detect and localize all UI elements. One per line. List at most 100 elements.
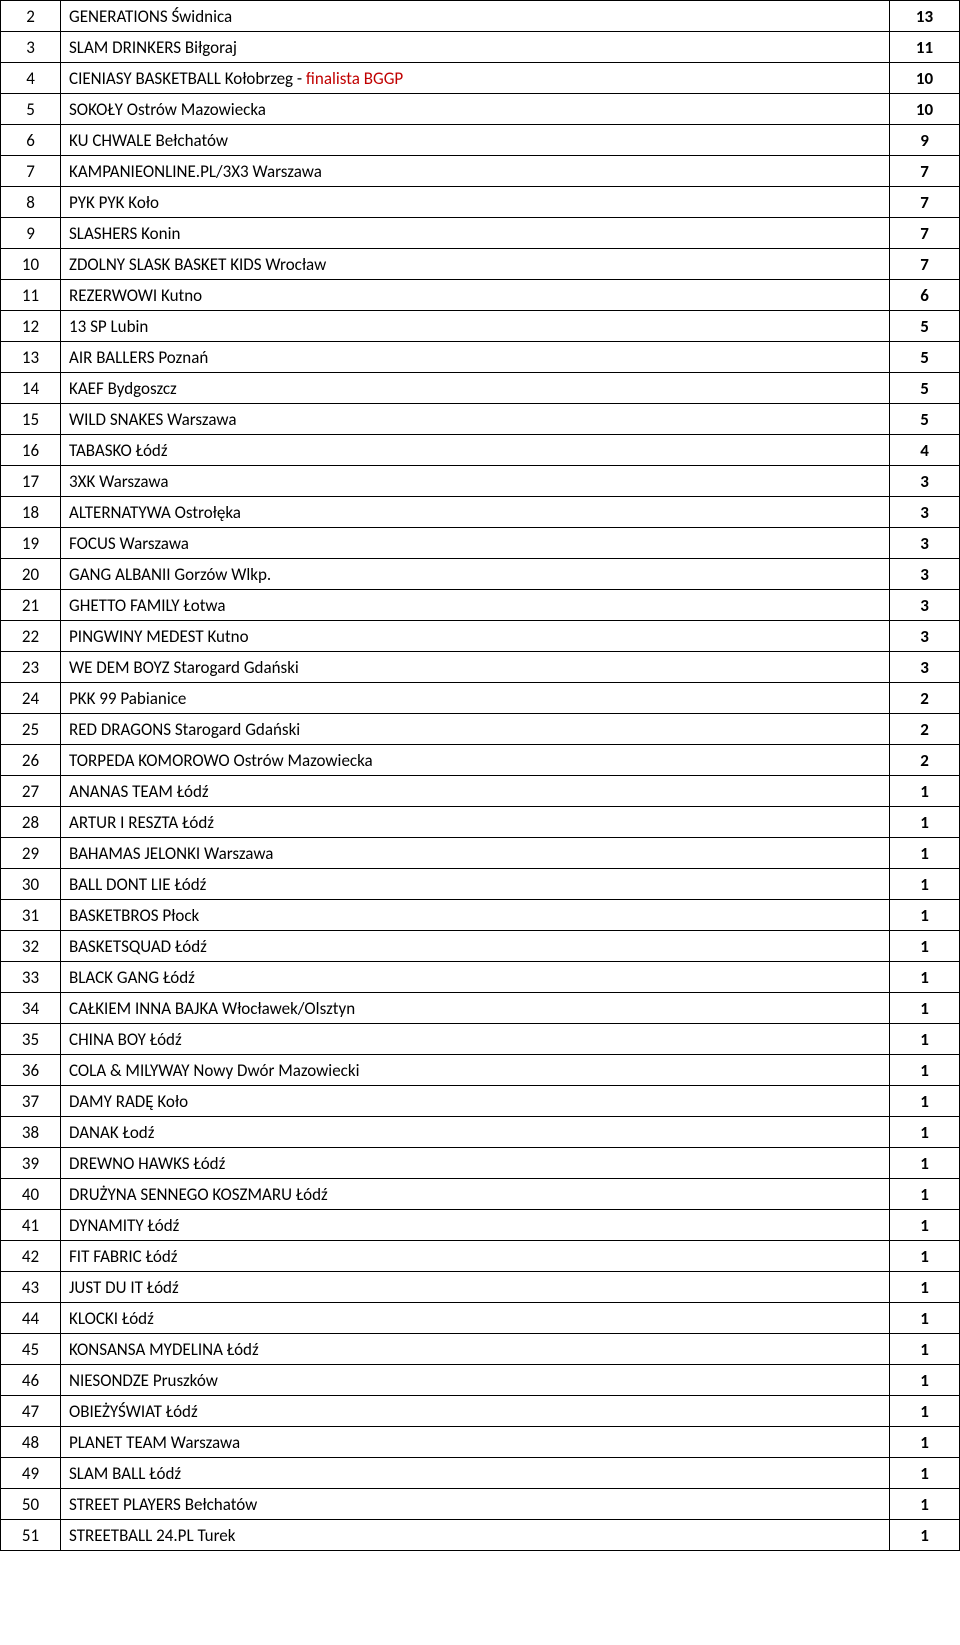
name-cell: KAMPANIEONLINE.PL/3X3 Warszawa <box>61 156 890 187</box>
name-cell: ARTUR I RESZTA Łódź <box>61 807 890 838</box>
score-cell: 3 <box>890 528 960 559</box>
name-cell: KONSANSA MYDELINA Łódź <box>61 1334 890 1365</box>
rank-cell: 27 <box>1 776 61 807</box>
score-cell: 1 <box>890 1148 960 1179</box>
table-row: 51STREETBALL 24.PL Turek1 <box>1 1520 960 1551</box>
name-cell: FOCUS Warszawa <box>61 528 890 559</box>
table-row: 41DYNAMITY Łódź1 <box>1 1210 960 1241</box>
name-cell: DAMY RADĘ Koło <box>61 1086 890 1117</box>
name-cell: ALTERNATYWA Ostrołęka <box>61 497 890 528</box>
rank-cell: 43 <box>1 1272 61 1303</box>
name-cell: DANAK Łodź <box>61 1117 890 1148</box>
score-cell: 1 <box>890 838 960 869</box>
table-row: 8PYK PYK Koło7 <box>1 187 960 218</box>
name-cell: STREETBALL 24.PL Turek <box>61 1520 890 1551</box>
table-row: 7KAMPANIEONLINE.PL/3X3 Warszawa7 <box>1 156 960 187</box>
table-row: 2GENERATIONS Świdnica13 <box>1 1 960 32</box>
table-row: 37DAMY RADĘ Koło1 <box>1 1086 960 1117</box>
rank-cell: 29 <box>1 838 61 869</box>
rank-cell: 32 <box>1 931 61 962</box>
rank-cell: 42 <box>1 1241 61 1272</box>
table-row: 35CHINA BOY Łódź1 <box>1 1024 960 1055</box>
rank-cell: 21 <box>1 590 61 621</box>
score-cell: 5 <box>890 404 960 435</box>
name-cell: GANG ALBANII Gorzów Wlkp. <box>61 559 890 590</box>
name-cell: WILD SNAKES Warszawa <box>61 404 890 435</box>
table-row: 27ANANAS TEAM Łódź1 <box>1 776 960 807</box>
table-row: 36COLA & MILYWAY Nowy Dwór Mazowiecki1 <box>1 1055 960 1086</box>
table-row: 1213 SP Lubin5 <box>1 311 960 342</box>
rank-cell: 24 <box>1 683 61 714</box>
table-row: 38DANAK Łodź1 <box>1 1117 960 1148</box>
table-row: 25RED DRAGONS Starogard Gdański2 <box>1 714 960 745</box>
rank-cell: 23 <box>1 652 61 683</box>
score-cell: 10 <box>890 94 960 125</box>
name-cell: SOKOŁY Ostrów Mazowiecka <box>61 94 890 125</box>
table-row: 49SLAM BALL Łódź1 <box>1 1458 960 1489</box>
name-cell: SLAM DRINKERS Biłgoraj <box>61 32 890 63</box>
name-cell: OBIEŻYŚWIAT Łódź <box>61 1396 890 1427</box>
rank-cell: 40 <box>1 1179 61 1210</box>
score-cell: 3 <box>890 590 960 621</box>
rank-cell: 36 <box>1 1055 61 1086</box>
table-row: 5SOKOŁY Ostrów Mazowiecka10 <box>1 94 960 125</box>
rank-cell: 46 <box>1 1365 61 1396</box>
score-cell: 13 <box>890 1 960 32</box>
name-cell: AIR BALLERS Poznań <box>61 342 890 373</box>
rank-cell: 4 <box>1 63 61 94</box>
table-body: 2GENERATIONS Świdnica133SLAM DRINKERS Bi… <box>1 1 960 1551</box>
table-row: 10ZDOLNY SLASK BASKET KIDS Wrocław7 <box>1 249 960 280</box>
name-cell: CHINA BOY Łódź <box>61 1024 890 1055</box>
table-row: 14KAEF Bydgoszcz5 <box>1 373 960 404</box>
table-row: 50STREET PLAYERS Bełchatów1 <box>1 1489 960 1520</box>
table-row: 45KONSANSA MYDELINA Łódź1 <box>1 1334 960 1365</box>
name-cell: BASKETSQUAD Łódź <box>61 931 890 962</box>
score-cell: 1 <box>890 1241 960 1272</box>
table-row: 48PLANET TEAM Warszawa1 <box>1 1427 960 1458</box>
rank-cell: 38 <box>1 1117 61 1148</box>
score-cell: 5 <box>890 311 960 342</box>
name-cell: STREET PLAYERS Bełchatów <box>61 1489 890 1520</box>
table-row: 31BASKETBROS Płock1 <box>1 900 960 931</box>
score-cell: 1 <box>890 1086 960 1117</box>
table-row: 34CAŁKIEM INNA BAJKA Włocławek/Olsztyn1 <box>1 993 960 1024</box>
table-row: 19FOCUS Warszawa3 <box>1 528 960 559</box>
name-cell: GHETTO FAMILY Łotwa <box>61 590 890 621</box>
team-name: CIENIASY BASKETBALL Kołobrzeg - <box>69 68 306 89</box>
rank-cell: 2 <box>1 1 61 32</box>
table-row: 11REZERWOWI Kutno6 <box>1 280 960 311</box>
table-row: 47OBIEŻYŚWIAT Łódź1 <box>1 1396 960 1427</box>
rank-cell: 12 <box>1 311 61 342</box>
rank-cell: 11 <box>1 280 61 311</box>
rank-cell: 25 <box>1 714 61 745</box>
rank-cell: 20 <box>1 559 61 590</box>
rank-cell: 9 <box>1 218 61 249</box>
score-cell: 1 <box>890 962 960 993</box>
name-cell: CIENIASY BASKETBALL Kołobrzeg - finalist… <box>61 63 890 94</box>
name-cell: DRUŻYNA SENNEGO KOSZMARU Łódź <box>61 1179 890 1210</box>
table-row: 29BAHAMAS JELONKI Warszawa1 <box>1 838 960 869</box>
table-row: 13AIR BALLERS Poznań5 <box>1 342 960 373</box>
score-cell: 3 <box>890 466 960 497</box>
name-cell: SLASHERS Konin <box>61 218 890 249</box>
score-cell: 2 <box>890 683 960 714</box>
score-cell: 1 <box>890 1210 960 1241</box>
table-row: 32BASKETSQUAD Łódź1 <box>1 931 960 962</box>
score-cell: 3 <box>890 559 960 590</box>
name-cell: BAHAMAS JELONKI Warszawa <box>61 838 890 869</box>
rank-cell: 10 <box>1 249 61 280</box>
score-cell: 1 <box>890 869 960 900</box>
score-cell: 2 <box>890 714 960 745</box>
score-cell: 5 <box>890 373 960 404</box>
score-cell: 6 <box>890 280 960 311</box>
name-cell: ZDOLNY SLASK BASKET KIDS Wrocław <box>61 249 890 280</box>
score-cell: 7 <box>890 249 960 280</box>
rank-cell: 7 <box>1 156 61 187</box>
table-row: 18ALTERNATYWA Ostrołęka3 <box>1 497 960 528</box>
name-cell: KU CHWALE Bełchatów <box>61 125 890 156</box>
score-cell: 1 <box>890 1055 960 1086</box>
rank-cell: 15 <box>1 404 61 435</box>
table-row: 3SLAM DRINKERS Biłgoraj11 <box>1 32 960 63</box>
rank-cell: 6 <box>1 125 61 156</box>
finalist-label: finalista BGGP <box>306 68 403 89</box>
